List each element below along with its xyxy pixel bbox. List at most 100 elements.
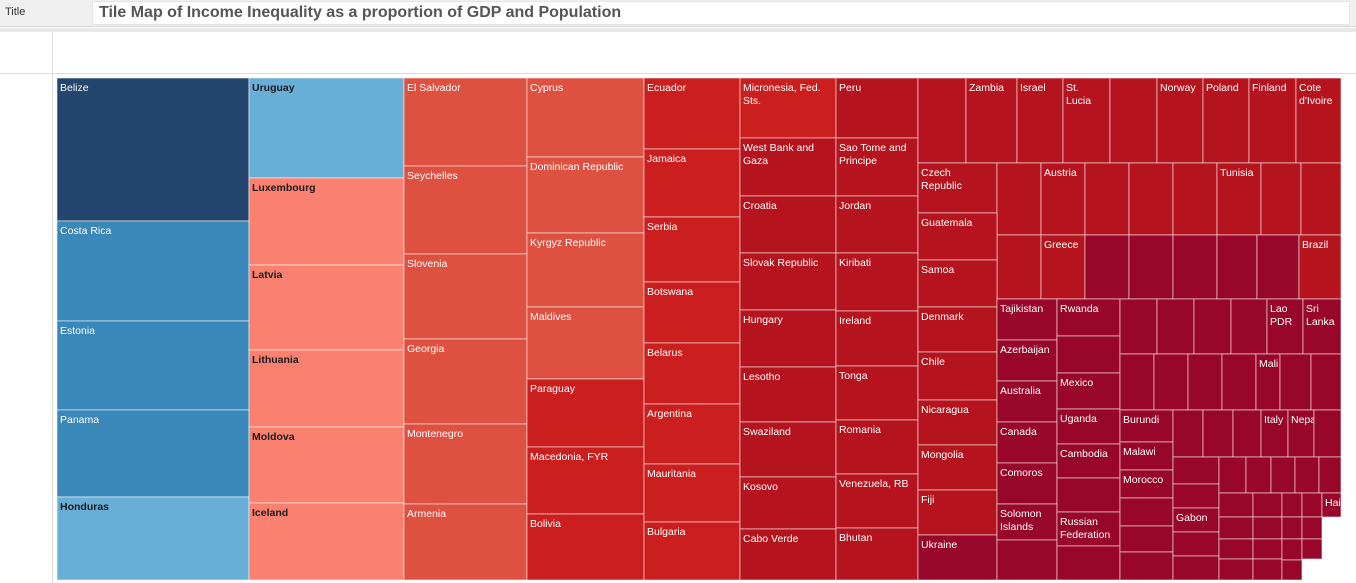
- tile-azerbaijan[interactable]: Azerbaijan: [996, 339, 1058, 382]
- tile-australia[interactable]: Australia: [996, 380, 1058, 423]
- tile-unlabeled[interactable]: [1084, 162, 1130, 236]
- title-box[interactable]: Tile Map of Income Inequality as a propo…: [92, 1, 1350, 25]
- tile-cote-d-ivoire[interactable]: Cote d'Ivoire: [1295, 77, 1342, 164]
- tile-uruguay[interactable]: Uruguay: [248, 77, 405, 179]
- tile-slovak-republic[interactable]: Slovak Republic: [739, 252, 837, 311]
- tile-unlabeled[interactable]: [1218, 558, 1254, 581]
- tile-unlabeled[interactable]: [1172, 162, 1218, 236]
- tile-unlabeled[interactable]: [1172, 483, 1220, 509]
- tile-unlabeled[interactable]: [1294, 456, 1320, 494]
- tile-unlabeled[interactable]: [1310, 353, 1342, 411]
- tile-norway[interactable]: Norway: [1156, 77, 1204, 164]
- tile-samoa[interactable]: Samoa: [917, 259, 998, 308]
- tile-unlabeled[interactable]: [1119, 551, 1174, 581]
- tile-unlabeled[interactable]: [1313, 409, 1342, 458]
- tile-venezuela-rb[interactable]: Venezuela, RB: [835, 473, 919, 529]
- tile-unlabeled[interactable]: [1252, 516, 1283, 540]
- tile-unlabeled[interactable]: [1156, 298, 1195, 355]
- tile-cabo-verde[interactable]: Cabo Verde: [739, 528, 837, 581]
- tile-el-salvador[interactable]: El Salvador: [403, 77, 528, 167]
- tile-iceland[interactable]: Iceland: [248, 502, 405, 581]
- tile-slovenia[interactable]: Slovenia: [403, 253, 528, 340]
- tile-unlabeled[interactable]: [1218, 492, 1254, 518]
- tile-belize[interactable]: Belize: [56, 77, 250, 222]
- tile-unlabeled[interactable]: [1218, 538, 1254, 560]
- tile-unlabeled[interactable]: [1056, 335, 1121, 374]
- tile-italy[interactable]: Italy: [1260, 409, 1289, 458]
- tile-micronesia-fed-sts[interactable]: Micronesia, Fed. Sts.: [739, 77, 837, 139]
- tile-nicaragua[interactable]: Nicaragua: [917, 399, 998, 446]
- tile-armenia[interactable]: Armenia: [403, 503, 528, 581]
- tile-unlabeled[interactable]: [1256, 234, 1300, 300]
- tile-swaziland[interactable]: Swaziland: [739, 421, 837, 478]
- tile-guatemala[interactable]: Guatemala: [917, 212, 998, 261]
- tile-botswana[interactable]: Botswana: [643, 281, 741, 344]
- tile-unlabeled[interactable]: [1252, 558, 1283, 581]
- tile-lithuania[interactable]: Lithuania: [248, 349, 405, 428]
- tile-unlabeled[interactable]: [1252, 492, 1283, 518]
- tile-unlabeled[interactable]: [1153, 353, 1189, 411]
- tile-georgia[interactable]: Georgia: [403, 338, 528, 425]
- tile-unlabeled[interactable]: [1128, 162, 1174, 236]
- tile-mongolia[interactable]: Mongolia: [917, 444, 998, 491]
- tile-israel[interactable]: Israel: [1016, 77, 1064, 164]
- tile-comoros[interactable]: Comoros: [996, 462, 1058, 505]
- tile-greece[interactable]: Greece: [1040, 234, 1086, 300]
- tile-unlabeled[interactable]: [1301, 516, 1323, 540]
- tile-unlabeled[interactable]: [1187, 353, 1223, 411]
- tile-ukraine[interactable]: Ukraine: [917, 534, 998, 581]
- tile-rwanda[interactable]: Rwanda: [1056, 298, 1121, 337]
- tile-burundi[interactable]: Burundi: [1119, 409, 1174, 443]
- tile-unlabeled[interactable]: [1172, 555, 1220, 581]
- tile-unlabeled[interactable]: [1270, 456, 1296, 494]
- tile-bolivia[interactable]: Bolivia: [526, 513, 645, 581]
- tile-unlabeled[interactable]: [1230, 298, 1268, 355]
- tile-seychelles[interactable]: Seychelles: [403, 165, 528, 255]
- tile-unlabeled[interactable]: [917, 77, 967, 164]
- tile-czech-republic[interactable]: Czech Republic: [917, 162, 998, 214]
- tile-lesotho[interactable]: Lesotho: [739, 366, 837, 423]
- tile-argentina[interactable]: Argentina: [643, 403, 741, 465]
- tile-jamaica[interactable]: Jamaica: [643, 148, 741, 218]
- tile-bulgaria[interactable]: Bulgaria: [643, 521, 741, 581]
- tile-malawi[interactable]: Malawi: [1119, 441, 1174, 471]
- tile-hungary[interactable]: Hungary: [739, 309, 837, 368]
- tile-unlabeled[interactable]: [1232, 409, 1262, 458]
- tile-latvia[interactable]: Latvia: [248, 264, 405, 351]
- tile-unlabeled[interactable]: [1221, 353, 1257, 411]
- tile-moldova[interactable]: Moldova: [248, 426, 405, 504]
- tile-nepal[interactable]: Nepal: [1287, 409, 1318, 458]
- tile-gabon[interactable]: Gabon: [1172, 507, 1220, 533]
- tile-unlabeled[interactable]: [1172, 456, 1220, 485]
- tile-mali[interactable]: Mali: [1255, 353, 1281, 411]
- tile-unlabeled[interactable]: [1128, 234, 1174, 300]
- tile-unlabeled[interactable]: [996, 539, 1058, 581]
- tile-zambia[interactable]: Zambia: [965, 77, 1018, 164]
- tile-macedonia-fyr[interactable]: Macedonia, FYR: [526, 446, 645, 515]
- tile-uganda[interactable]: Uganda: [1056, 408, 1121, 445]
- tile-haiti[interactable]: Haiti: [1321, 492, 1346, 518]
- tile-unlabeled[interactable]: [1218, 456, 1247, 494]
- tile-poland[interactable]: Poland: [1202, 77, 1250, 164]
- tile-kyrgyz-republic[interactable]: Kyrgyz Republic: [526, 232, 645, 308]
- tile-luxembourg[interactable]: Luxembourg: [248, 177, 405, 266]
- tile-unlabeled[interactable]: [1252, 538, 1283, 560]
- tile-unlabeled[interactable]: [1301, 538, 1323, 560]
- tile-unlabeled[interactable]: [1300, 162, 1342, 236]
- tile-costa-rica[interactable]: Costa Rica: [56, 220, 250, 322]
- tile-lao-pdr[interactable]: Lao PDR: [1266, 298, 1304, 355]
- tile-unlabeled[interactable]: [1281, 516, 1303, 540]
- tile-unlabeled[interactable]: [1172, 531, 1220, 557]
- tile-honduras[interactable]: Honduras: [56, 496, 250, 581]
- tile-unlabeled[interactable]: [1193, 298, 1232, 355]
- tile-unlabeled[interactable]: [1056, 545, 1121, 581]
- tile-ireland[interactable]: Ireland: [835, 310, 919, 367]
- tile-unlabeled[interactable]: [1172, 409, 1204, 458]
- tile-serbia[interactable]: Serbia: [643, 216, 741, 283]
- tile-unlabeled[interactable]: [1119, 298, 1158, 355]
- tile-panama[interactable]: Panama: [56, 409, 250, 498]
- tile-sao-tome-and-principe[interactable]: Sao Tome and Principe: [835, 137, 919, 197]
- tile-west-bank-and-gaza[interactable]: West Bank and Gaza: [739, 137, 837, 197]
- tile-unlabeled[interactable]: [1216, 234, 1258, 300]
- tile-chile[interactable]: Chile: [917, 351, 998, 401]
